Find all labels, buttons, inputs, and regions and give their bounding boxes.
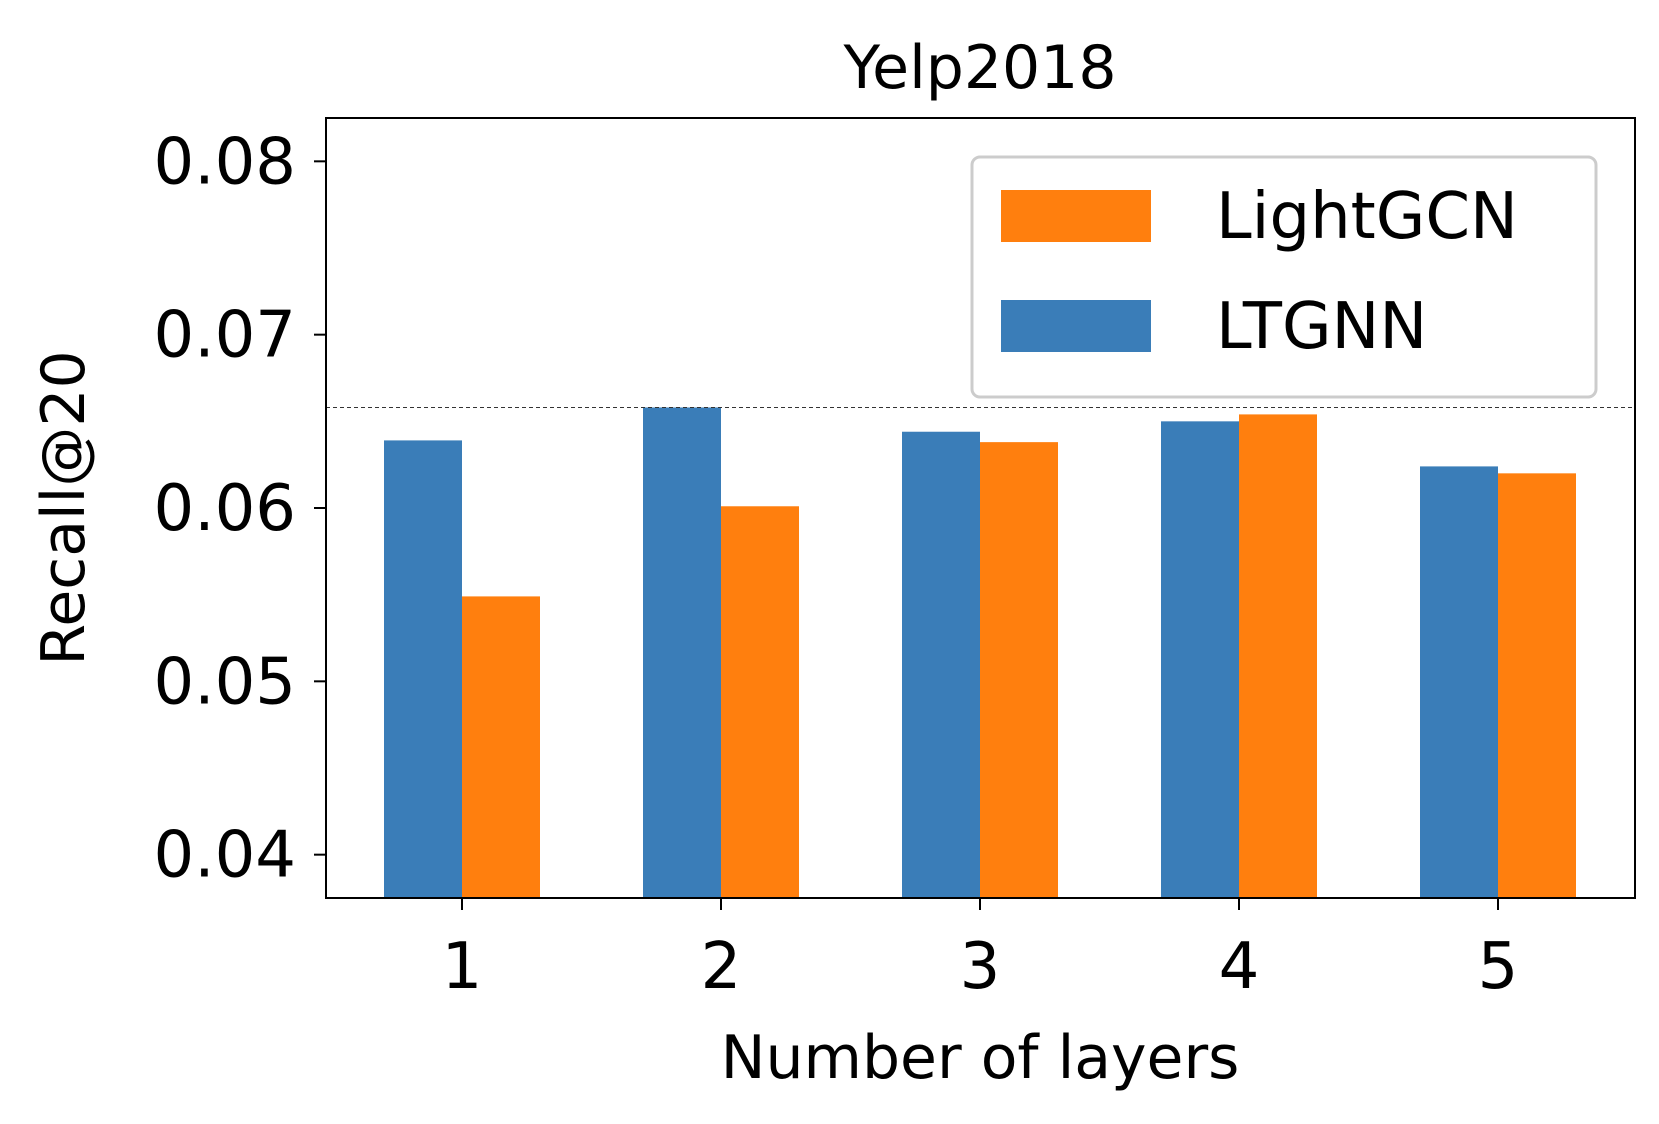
y-tick-label: 0.05 xyxy=(154,645,297,719)
y-axis-label: Recall@20 xyxy=(29,350,99,665)
bar-lightgcn-4 xyxy=(1239,414,1317,898)
bar-ltgnn-3 xyxy=(902,431,980,898)
legend-label-lightgcn: LightGCN xyxy=(1216,180,1518,254)
legend-label-ltgnn: LTGNN xyxy=(1216,290,1427,364)
y-tick-label: 0.04 xyxy=(154,819,297,893)
bar-lightgcn-1 xyxy=(462,596,540,898)
y-tick-label: 0.06 xyxy=(154,472,297,546)
x-axis-label: Number of layers xyxy=(721,1023,1240,1093)
bar-lightgcn-5 xyxy=(1498,473,1576,898)
bar-ltgnn-1 xyxy=(384,440,462,898)
bar-ltgnn-2 xyxy=(643,407,721,898)
legend-swatch-ltgnn xyxy=(1001,300,1151,352)
bar-lightgcn-3 xyxy=(980,442,1058,898)
bar-ltgnn-5 xyxy=(1420,466,1498,898)
x-tick-label: 1 xyxy=(442,930,483,1004)
bars-group xyxy=(384,407,1576,898)
y-tick-label: 0.07 xyxy=(154,299,297,373)
chart-title: Yelp2018 xyxy=(842,33,1116,103)
bar-lightgcn-2 xyxy=(721,506,799,898)
x-tick-label: 2 xyxy=(701,930,742,1004)
x-tick-label: 5 xyxy=(1478,930,1519,1004)
x-axis-ticks: 1 2 3 4 5 xyxy=(442,898,1519,1004)
y-tick-label: 0.08 xyxy=(154,125,297,199)
bar-ltgnn-4 xyxy=(1161,421,1239,898)
legend-swatch-lightgcn xyxy=(1001,190,1151,242)
legend: LightGCN LTGNN xyxy=(970,155,1598,399)
x-tick-label: 3 xyxy=(960,930,1001,1004)
y-axis-ticks: 0.04 0.05 0.06 0.07 0.08 xyxy=(154,125,326,893)
x-tick-label: 4 xyxy=(1219,930,1260,1004)
